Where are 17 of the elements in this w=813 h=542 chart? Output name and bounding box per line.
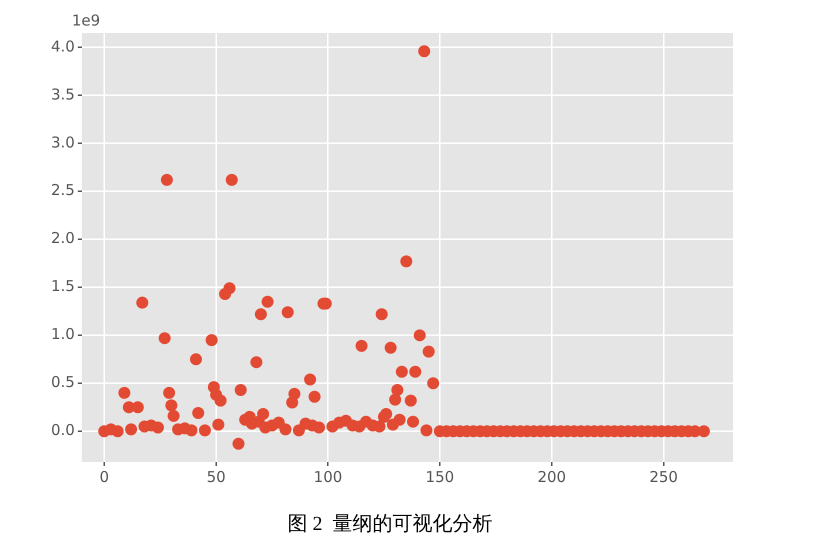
y-tick-label: 3.5 (50, 85, 75, 104)
y-tick-label: 2.5 (50, 181, 75, 200)
y-tick-label: 0.5 (50, 373, 75, 392)
y-tick-label: 4.0 (50, 37, 75, 56)
x-tick-label: 150 (426, 468, 454, 486)
x-tick-label: 100 (314, 468, 342, 486)
x-tick-label: 50 (206, 468, 226, 486)
x-tick-label: 0 (99, 468, 110, 486)
y-tick-label: 0.0 (50, 421, 75, 440)
y-tick-label: 1.5 (50, 277, 75, 296)
y-tick-label: 3.0 (50, 133, 75, 152)
y-tick-label: 2.0 (50, 229, 75, 248)
x-tick-label: 200 (537, 468, 566, 486)
y-tick-label: 1.0 (50, 325, 75, 344)
caption: 图 2 量纲的可视化分析 (286, 512, 494, 537)
x-tick-label: 250 (649, 468, 678, 486)
text: 1e9 (72, 11, 100, 30)
